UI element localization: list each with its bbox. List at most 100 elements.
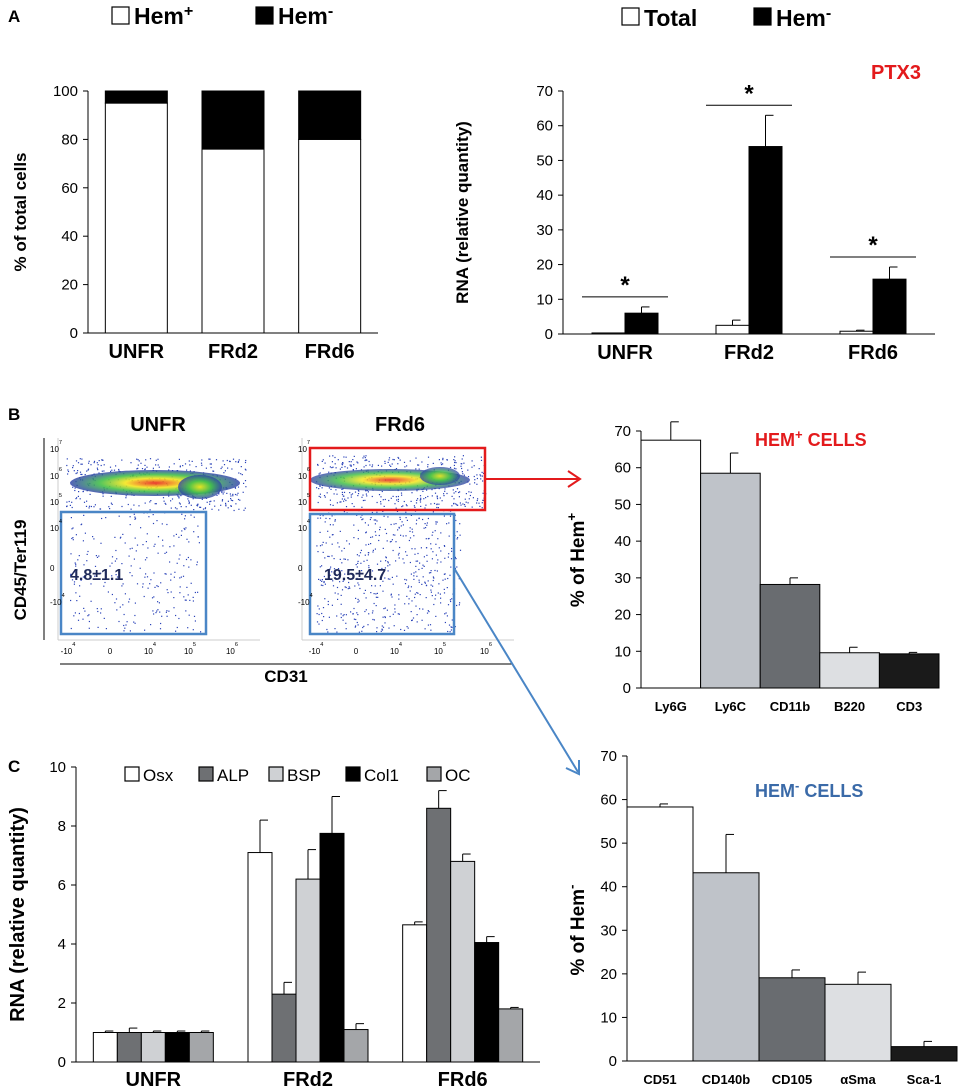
flow-dot	[232, 493, 234, 495]
flow-dot	[329, 504, 332, 506]
flow-dot	[141, 468, 144, 470]
flow-dot	[94, 575, 96, 577]
flow-dot	[444, 545, 446, 547]
flow-dot	[371, 464, 374, 466]
flow-dot	[471, 460, 473, 462]
flow-dot	[200, 462, 203, 464]
flow-dot	[417, 498, 419, 500]
flow-dot	[365, 544, 367, 546]
flow-dot	[192, 600, 194, 602]
flow-dot	[440, 532, 442, 534]
flow-dot	[456, 531, 458, 533]
flow-dot	[209, 458, 211, 460]
flow-dot	[422, 608, 424, 610]
flow-dot	[411, 600, 413, 602]
x-category-label: CD51	[643, 1072, 676, 1086]
flow-dot	[327, 631, 329, 633]
flow-dot	[373, 593, 375, 595]
flow-dot	[329, 574, 331, 576]
flow-dot	[335, 489, 337, 491]
flow-dot	[118, 470, 120, 472]
flow-dot	[375, 593, 377, 595]
flow-dot	[321, 487, 323, 489]
flow-dot	[362, 518, 364, 520]
flow-dot	[471, 466, 473, 468]
flow-dot	[456, 566, 458, 568]
flow-dot	[438, 547, 440, 549]
flow-dot	[442, 463, 444, 465]
flow-dot	[439, 593, 441, 595]
flow-dot	[342, 580, 344, 582]
flow-dot	[111, 503, 113, 505]
flow-dot	[197, 591, 199, 593]
flow-dot	[376, 501, 378, 504]
y-tick-label: 40	[600, 879, 617, 896]
flow-dot	[371, 570, 374, 572]
flow-dot	[104, 581, 106, 584]
flow-dot	[159, 611, 161, 613]
chart-c-left-osteo-markers-bar: 0 2 4 6 8 10 UNFR FRd2 FRd6 RNA (relative quantit…	[7, 759, 540, 1086]
flow-title-unfr: UNFR	[130, 414, 186, 436]
flow-dot	[365, 531, 367, 533]
bar-hem-minus	[298, 90, 362, 140]
flow-dot	[114, 560, 116, 562]
flow-dot	[84, 474, 86, 476]
flow-dot	[319, 496, 322, 498]
flow-dot	[432, 511, 434, 513]
y-tick-label: 20	[536, 257, 553, 274]
flow-dot	[406, 626, 408, 628]
flow-dot	[165, 573, 167, 575]
bar-osx	[92, 1032, 118, 1063]
flow-dot	[460, 463, 462, 465]
flow-dot	[462, 455, 464, 457]
flow-dot	[153, 596, 155, 598]
flow-dot	[361, 570, 363, 572]
flow-dot	[104, 572, 107, 574]
bar-alp	[271, 993, 297, 1063]
flow-dot	[355, 468, 357, 470]
flow-dot	[358, 584, 360, 586]
flow-dot	[330, 566, 332, 568]
flow-dot	[192, 498, 194, 500]
x-category-label: FRd2	[208, 341, 258, 363]
flow-dot	[147, 547, 149, 549]
flow-dot	[444, 573, 446, 575]
flow-dot	[243, 482, 245, 484]
flow-dot	[467, 476, 470, 478]
flow-dot	[422, 564, 424, 566]
flow-dot	[70, 574, 72, 576]
flow-dot	[368, 613, 370, 615]
flow-dot	[348, 586, 350, 588]
flow-dot	[431, 495, 433, 497]
y-axis-label: % of Hem-	[564, 884, 589, 975]
flow-dot	[459, 602, 461, 604]
bar-alp	[116, 1032, 142, 1063]
flow-dot	[376, 592, 378, 594]
flow-dot	[179, 577, 181, 579]
flow-dot	[398, 552, 400, 554]
flow-dot	[440, 464, 443, 466]
flow-dot	[440, 597, 442, 599]
flow-dot	[185, 599, 187, 601]
flow-dot	[461, 471, 463, 473]
flow-dot	[184, 599, 186, 601]
flow-dot	[405, 511, 407, 513]
flow-dot	[430, 570, 432, 572]
flow-dot	[449, 631, 451, 633]
flow-dot	[173, 545, 175, 547]
flow-dot	[129, 630, 131, 632]
flow-dot	[467, 469, 469, 471]
flow-dot	[138, 460, 140, 462]
flow-dot	[200, 506, 202, 508]
flow-dot	[457, 504, 459, 506]
flow-dot	[86, 553, 88, 555]
flow-dot	[213, 500, 215, 502]
bar	[824, 983, 892, 1062]
flow-dot	[427, 624, 429, 626]
flow-dot	[144, 576, 146, 578]
flow-dot	[185, 610, 187, 612]
flow-right-hem-minus-gate	[308, 512, 456, 636]
flow-dot	[184, 528, 186, 531]
flow-dot	[81, 523, 83, 525]
